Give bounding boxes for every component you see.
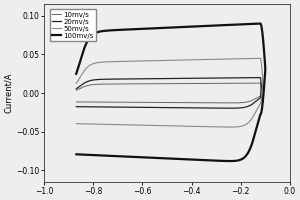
Y-axis label: Current/A: Current/A (4, 73, 13, 113)
Legend: 10mv/s, 20mv/s, 50mv/s, 100mv/s: 10mv/s, 20mv/s, 50mv/s, 100mv/s (50, 9, 96, 41)
